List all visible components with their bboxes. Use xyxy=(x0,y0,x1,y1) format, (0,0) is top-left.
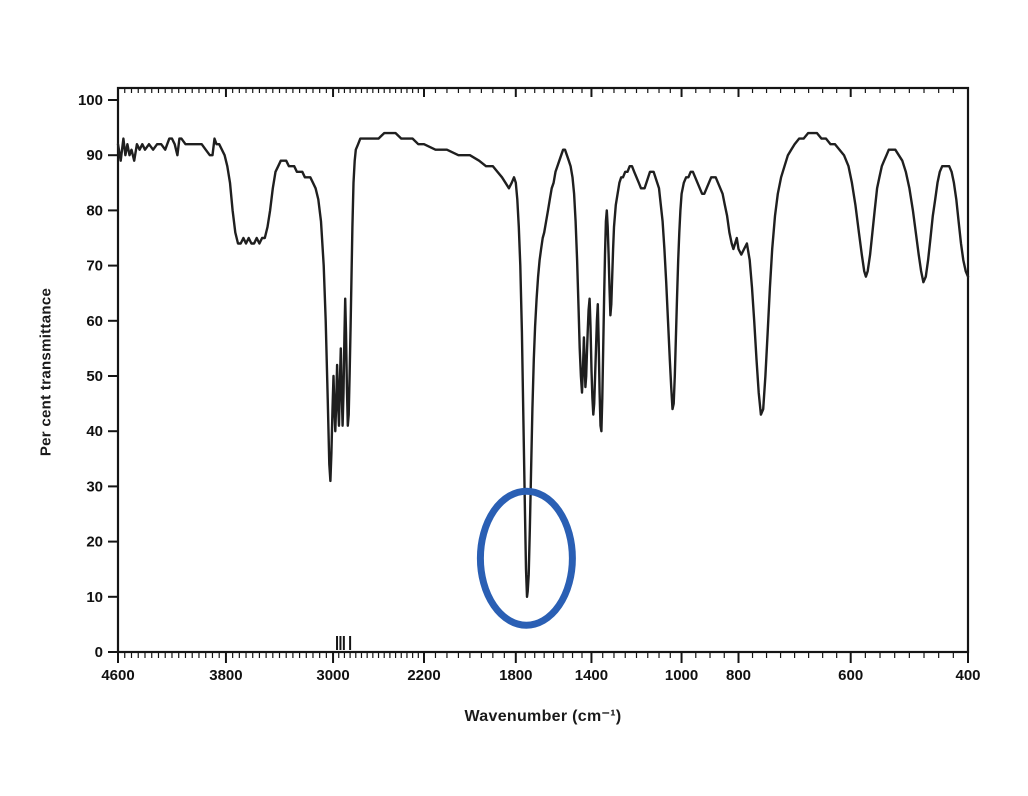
y-tick-label: 30 xyxy=(86,478,103,495)
y-tick-label: 40 xyxy=(86,423,103,440)
x-tick-label: 4600 xyxy=(101,667,134,684)
y-tick-label: 80 xyxy=(86,202,103,219)
x-tick-label: 3000 xyxy=(316,667,349,684)
y-tick-label: 0 xyxy=(95,644,103,661)
x-axis-minor-ticks xyxy=(124,88,954,658)
annotation-ellipse xyxy=(476,487,576,629)
y-tick-label: 60 xyxy=(86,313,103,330)
x-axis-title: Wavenumber (cm⁻¹) xyxy=(464,708,622,725)
x-tick-label: 1000 xyxy=(665,667,698,684)
y-tick-label: 90 xyxy=(86,147,103,164)
y-tick-label: 100 xyxy=(78,92,103,109)
spectrum-line xyxy=(116,131,970,598)
y-axis-title: Per cent transmittance xyxy=(37,287,55,457)
x-tick-label: 2200 xyxy=(407,667,440,684)
x-tick-label: 1400 xyxy=(575,667,608,684)
x-tick-label: 600 xyxy=(838,667,863,684)
x-axis-ticks: 4600 3800 3000 2200 1800 1400 1000 800 600 400 xyxy=(101,88,981,684)
plot-border xyxy=(116,86,970,654)
y-tick-label: 10 xyxy=(86,589,103,606)
y-tick-label: 20 xyxy=(86,534,103,551)
x-tick-label: 800 xyxy=(726,667,751,684)
x-tick-label: 400 xyxy=(955,667,980,684)
y-tick-label: 50 xyxy=(86,368,103,385)
x-tick-label: 3800 xyxy=(209,667,242,684)
y-tick-label: 70 xyxy=(86,258,103,275)
x-tick-label: 1800 xyxy=(499,667,532,684)
baseline-extra-marks xyxy=(336,636,352,650)
